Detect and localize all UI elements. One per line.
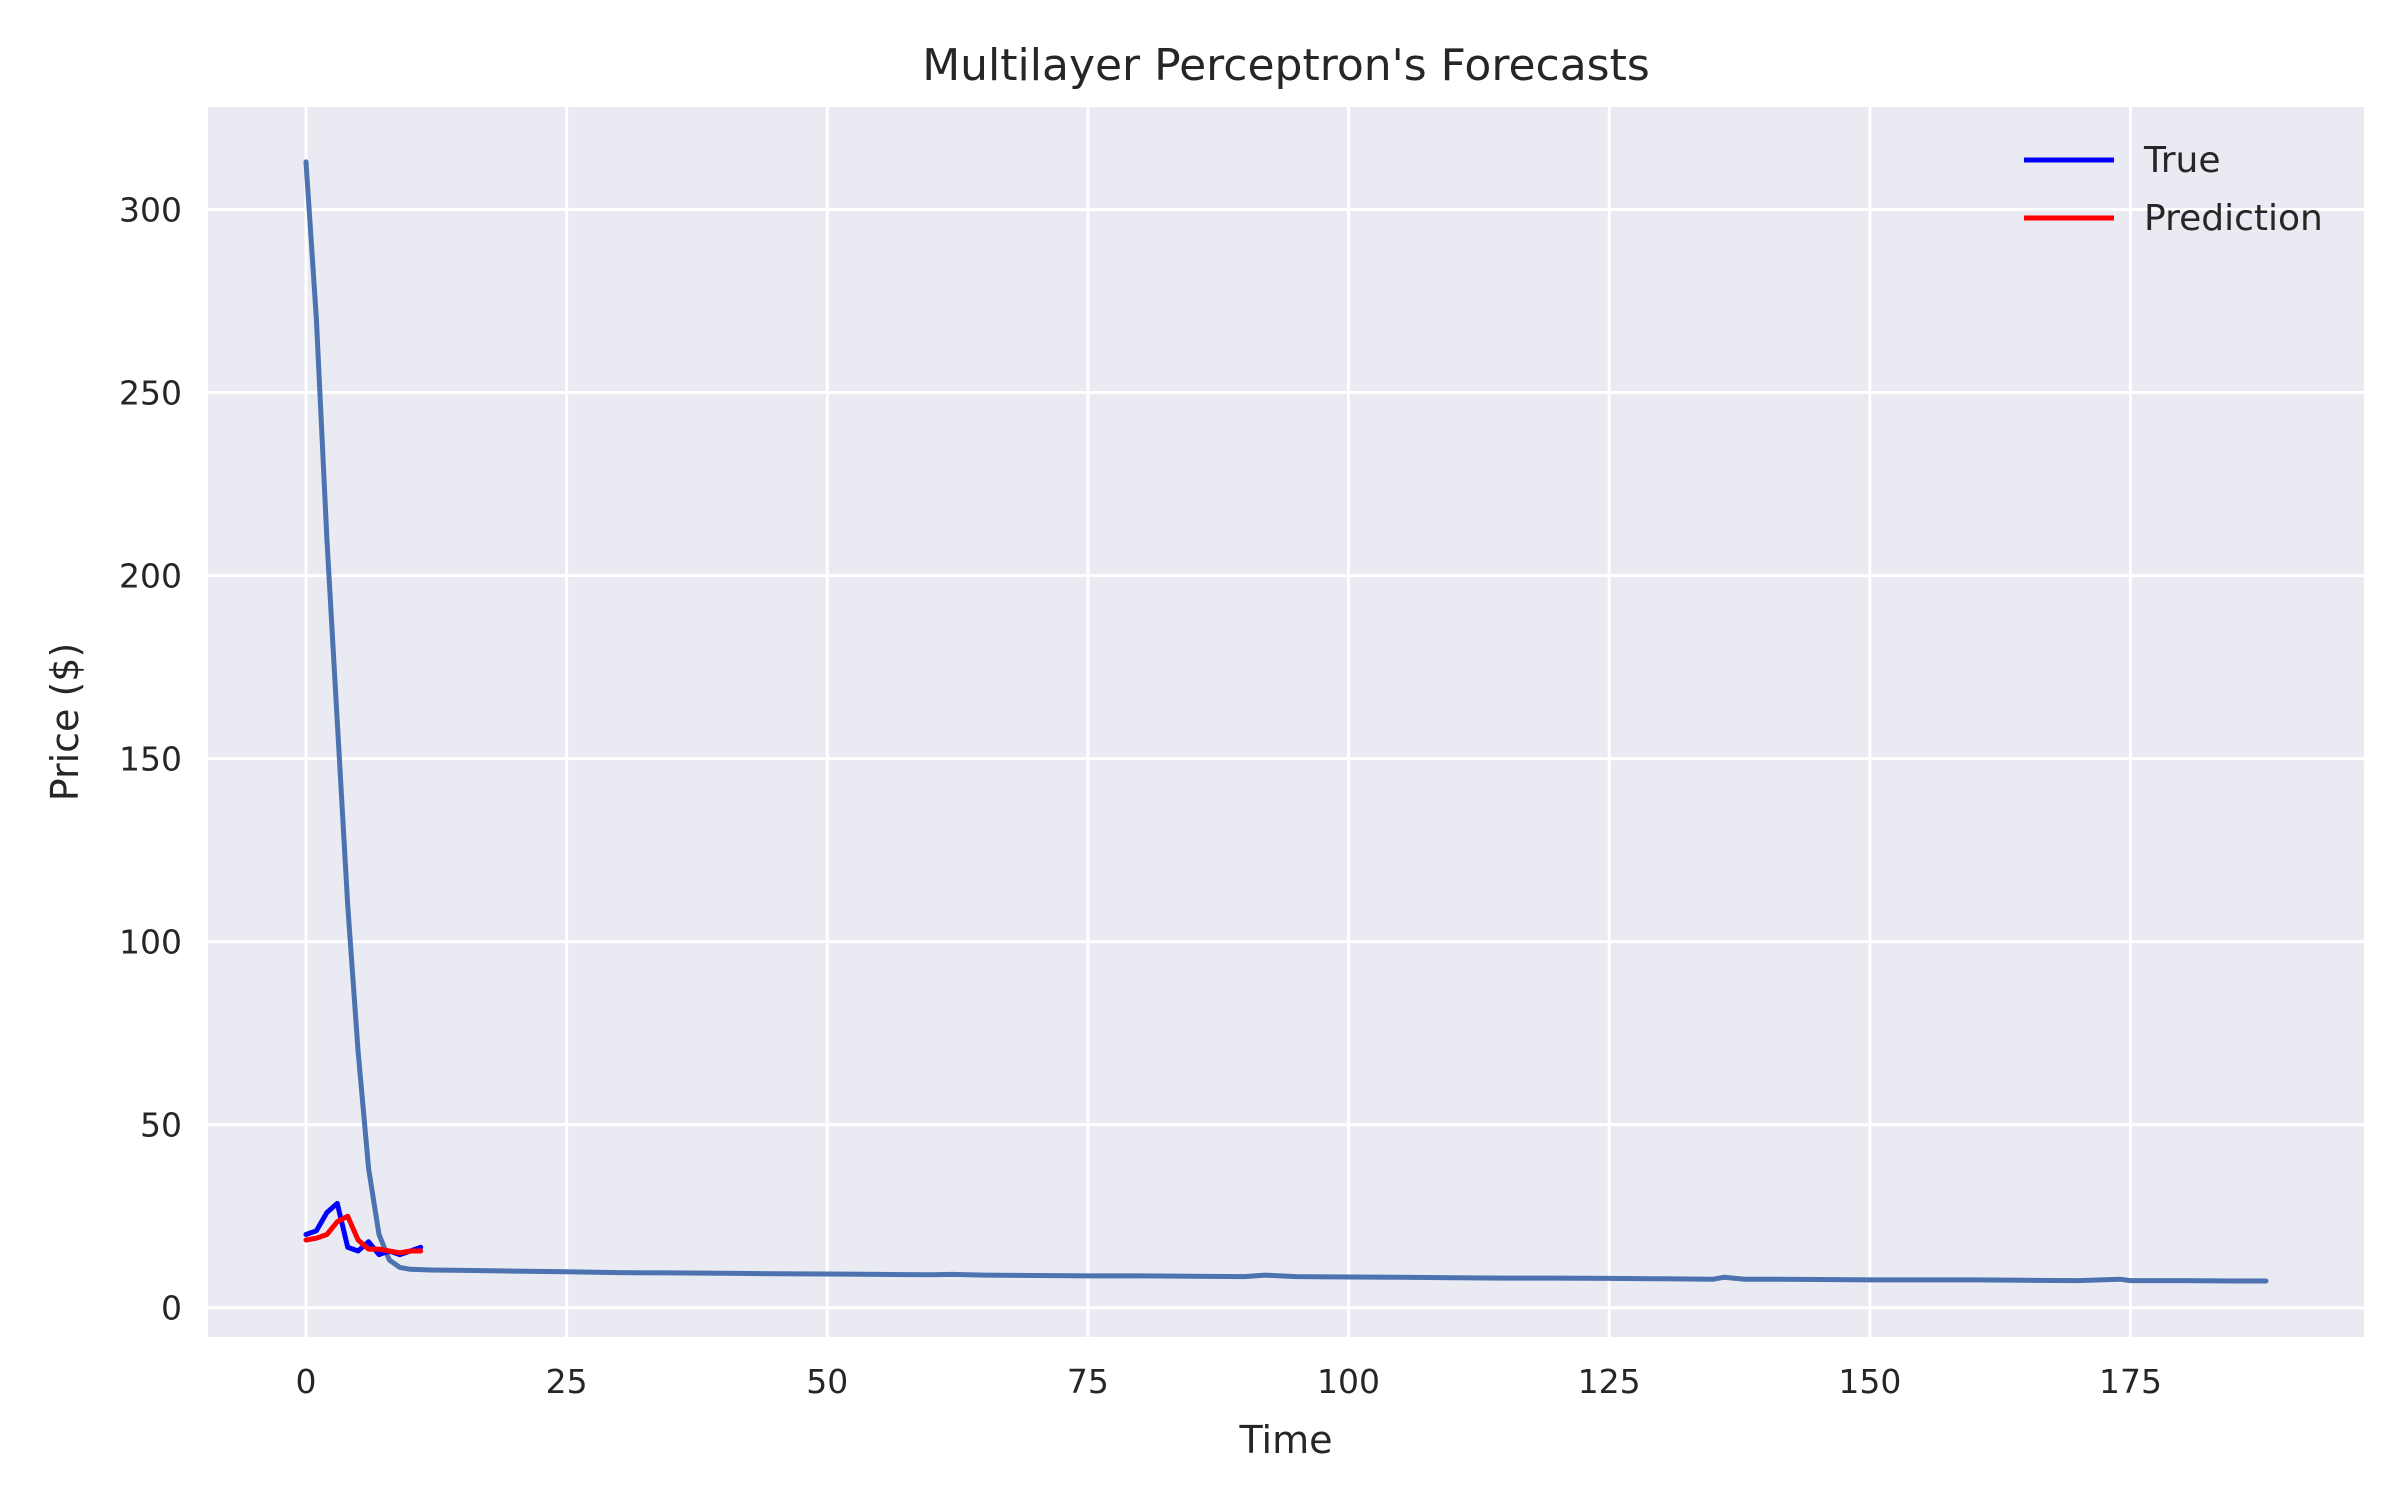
y-tick-label: 50: [140, 1106, 182, 1145]
y-tick-label: 250: [119, 374, 182, 413]
chart-title: Multilayer Perceptron's Forecasts: [922, 40, 1650, 91]
x-tick-labels: 0 25 50 75 100 125 150 175: [296, 1362, 2162, 1401]
x-tick-label: 25: [546, 1362, 588, 1401]
grid: [208, 107, 2364, 1337]
x-tick-label: 0: [296, 1362, 317, 1401]
x-tick-label: 75: [1067, 1362, 1109, 1401]
y-tick-label: 100: [119, 923, 182, 962]
y-tick-label: 0: [161, 1289, 182, 1328]
series-line-prediction: [303, 1213, 424, 1256]
x-tick-label: 125: [1578, 1362, 1641, 1401]
x-tick-label: 50: [806, 1362, 848, 1401]
series-line-2: [303, 159, 2269, 1284]
y-tick-label: 150: [119, 740, 182, 779]
series-lines: [303, 159, 2269, 1284]
x-tick-label: 175: [2099, 1362, 2162, 1401]
x-tick-label: 100: [1317, 1362, 1380, 1401]
legend-label-prediction: Prediction: [2144, 198, 2323, 239]
x-tick-label: 150: [1838, 1362, 1901, 1401]
x-axis-label: Time: [1239, 1418, 1333, 1462]
legend-label-true: True: [2143, 140, 2220, 181]
y-tick-labels: 0 50 100 150 200 250 300: [119, 191, 182, 1328]
y-axis-label: Price ($): [43, 643, 87, 802]
y-tick-label: 200: [119, 557, 182, 596]
y-tick-label: 300: [119, 191, 182, 230]
plot-background: [208, 107, 2364, 1337]
legend: True Prediction: [2024, 140, 2323, 239]
